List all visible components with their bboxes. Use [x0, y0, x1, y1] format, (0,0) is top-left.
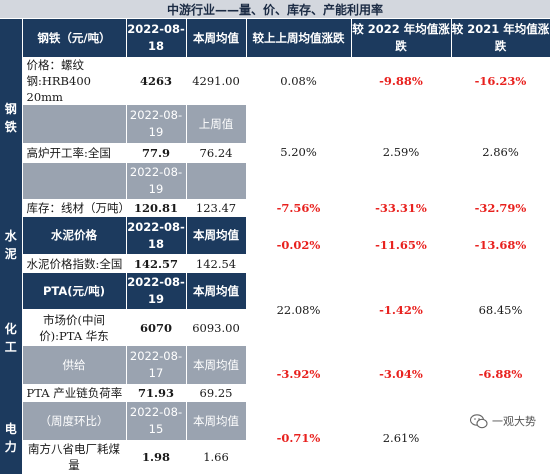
coal-vs-2022: 2.61% — [351, 402, 452, 474]
blast-vs-2022: 2.59% — [351, 105, 452, 199]
rebar-vs-2021: -16.23% — [451, 57, 550, 105]
rebar-value: 4263 — [126, 57, 187, 105]
wire-vs-2022: -33.31% — [351, 199, 452, 217]
pta-header-date: 2022-08-19 — [126, 273, 187, 309]
pta-header-name: PTA(元/吨) — [22, 273, 127, 309]
pta-header-avg: 本周均值 — [186, 273, 247, 309]
table-title: 中游行业——量、价、库存、产能利用率 — [0, 0, 550, 19]
watermark-text: 一观大势 — [492, 415, 536, 428]
blast-sub-date: 2022-08-19 — [126, 105, 187, 143]
wire-sub-date: 2022-08-19 — [126, 163, 187, 199]
rebar-label: 价格：螺纹钢:HRB400 20mm — [22, 57, 127, 105]
wire-avg: 123.47 — [186, 199, 247, 217]
coal-value: 1.98 — [126, 440, 187, 474]
steel-header-date: 2022-08-18 — [126, 19, 187, 57]
pta-sub-date: 2022-08-17 — [126, 346, 187, 384]
rebar-avg: 4291.00 — [186, 57, 247, 105]
sector-power: 电力 — [0, 402, 23, 474]
pta-load-vs-last: -3.92% — [246, 346, 352, 402]
pta-sub-name: 供给 — [22, 346, 127, 384]
power-sub-date: 2022-08-15 — [126, 402, 187, 440]
pta-price-value: 6070 — [126, 309, 187, 346]
wire-sub-empty — [22, 163, 127, 199]
sector-steel: 钢铁 — [0, 19, 23, 217]
pta-price-avg: 6093.00 — [186, 309, 247, 346]
wire-vs-2021: -32.79% — [451, 199, 550, 217]
steel-header-avg: 本周均值 — [186, 19, 247, 57]
pta-vs-2021: 68.45% — [451, 273, 550, 346]
blast-vs-last: 5.20% — [246, 105, 352, 199]
wechat-icon — [470, 413, 488, 428]
wire-sub-empty-2 — [186, 163, 247, 199]
cement-label: 水泥价格指数:全国 — [22, 254, 127, 273]
rebar-vs-last: 0.08% — [246, 57, 352, 105]
header-vs-2022: 较 2022 年均值涨跌 — [351, 19, 452, 57]
header-vs-last: 较上上周均值涨跌 — [246, 19, 352, 57]
sector-cement: 水泥 — [0, 217, 23, 273]
coal-label: 南方八省电厂耗煤量 — [22, 440, 127, 474]
cement-avg: 142.54 — [186, 254, 247, 273]
sector-chemical: 化工 — [0, 273, 23, 402]
rebar-vs-2022: -9.88% — [351, 57, 452, 105]
blast-sub-empty — [22, 105, 127, 143]
pta-price-label: 市场价(中间价):PTA 华东 — [22, 309, 127, 346]
pta-load-label: PTA 产业链负荷率 — [22, 384, 127, 402]
cement-header-date: 2022-08-18 — [126, 217, 187, 254]
wire-label: 库存：线材（万吨） — [22, 199, 127, 217]
pta-sub-avg: 本周均值 — [186, 346, 247, 384]
power-sub-avg: 本周均值 — [186, 402, 247, 440]
pta-load-value: 71.93 — [126, 384, 187, 402]
pta-load-vs-2022: -3.04% — [351, 346, 452, 402]
industry-table: 钢铁 钢铁（元/吨） 2022-08-18 本周均值 较上上周均值涨跌 较 20… — [0, 19, 550, 474]
blast-avg: 76.24 — [186, 143, 247, 163]
blast-value: 77.9 — [126, 143, 187, 163]
pta-load-avg: 69.25 — [186, 384, 247, 402]
wire-value: 120.81 — [126, 199, 187, 217]
blast-label: 高炉开工率:全国 — [22, 143, 127, 163]
cement-vs-2021: -13.68% — [451, 217, 550, 273]
coal-vs-last: -0.71% — [246, 402, 352, 474]
blast-vs-2021: 2.86% — [451, 105, 550, 199]
cement-header-name: 水泥价格 — [22, 217, 127, 254]
cement-vs-2022: -11.65% — [351, 217, 452, 273]
power-sub-name: （周度环比） — [22, 402, 127, 440]
cement-vs-last: -0.02% — [246, 217, 352, 273]
cement-header-avg: 本周均值 — [186, 217, 247, 254]
steel-header-name: 钢铁（元/吨） — [22, 19, 127, 57]
header-vs-2021: 较 2021 年均值涨跌 — [451, 19, 550, 57]
watermark: 一观大势 — [470, 413, 536, 429]
wire-vs-last: -7.56% — [246, 199, 352, 217]
pta-load-vs-2021: -6.88% — [451, 346, 550, 402]
coal-avg: 1.66 — [186, 440, 247, 474]
cement-value: 142.57 — [126, 254, 187, 273]
pta-vs-2022: -1.42% — [351, 273, 452, 346]
pta-vs-last: 22.08% — [246, 273, 352, 346]
blast-sub-avg: 上周值 — [186, 105, 247, 143]
